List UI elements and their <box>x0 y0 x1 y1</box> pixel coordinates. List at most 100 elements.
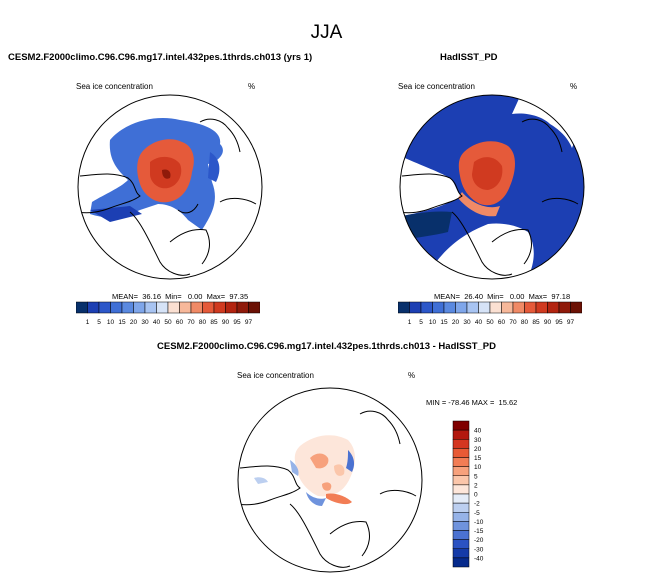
panel-3-colorbar-label: -10 <box>474 519 484 526</box>
panel-1-colorbar-swatch <box>144 301 157 314</box>
panel-2-land <box>400 95 582 279</box>
panel-3-colorbar-label: 20 <box>474 446 482 453</box>
panel-2-colorbar-swatch <box>558 301 571 314</box>
panel-1-coastline <box>78 118 257 276</box>
panel-1-colorbar-swatch <box>225 301 238 314</box>
panel-2-colorbar-label: 97 <box>567 319 575 326</box>
panel-2-units: % <box>570 82 578 91</box>
panel-2-colorbar-label: 70 <box>509 319 517 326</box>
panel-1-colorbar-label: 60 <box>176 319 184 326</box>
panel-3-colorbar-swatch <box>452 521 470 531</box>
panel-1-colorbar-label: 10 <box>107 319 115 326</box>
panel-1-title: CESM2.F2000climo.C96.C96.mg17.intel.432p… <box>8 52 313 63</box>
panel-2-colorbar-swatch <box>455 301 468 314</box>
panel-3-colorbar-swatch <box>452 448 470 458</box>
panel-3-title: CESM2.F2000climo.C96.C96.mg17.intel.432p… <box>157 341 496 352</box>
panel-1-colorbar-swatch <box>76 301 88 314</box>
panel-3-coastline <box>238 410 417 568</box>
panel-3-colorbar-swatch <box>452 466 470 476</box>
panel-3-colorbar-swatch <box>452 439 470 449</box>
panel-1-colorbar-swatch <box>213 301 226 314</box>
panel-2-colorbar-swatch <box>420 301 433 314</box>
panel-1-colorbar-swatch <box>190 301 203 314</box>
panel-2-colorbar: 1 5 10 15 20 30 40 50 60 70 80 85 90 95 97 <box>398 301 582 326</box>
panel-1-colorbar-swatch <box>202 301 215 314</box>
panel-2-colorbar-label: 30 <box>463 319 471 326</box>
panel-2-colorbar-label: 85 <box>532 319 540 326</box>
panel-1-colorbar-label: 85 <box>210 319 218 326</box>
panel-2-colorbar-label: 5 <box>419 319 423 326</box>
panel-1-colorbar-label: 40 <box>153 319 161 326</box>
figure-title: JJA <box>310 22 343 43</box>
panel-1-colorbar-swatch <box>156 301 169 314</box>
panel-3-colorbar-label: 10 <box>474 464 482 471</box>
panel-2-colorbar-label: 15 <box>440 319 448 326</box>
panel-2-colorbar-swatch <box>524 301 537 314</box>
panel-2-colorbar-swatch <box>535 301 548 314</box>
panel-3-colorbar-label: -30 <box>474 546 484 553</box>
panel-3-colorbar-swatch <box>452 539 470 549</box>
panel-2-coastline <box>400 118 579 276</box>
panel-3-colorbar-swatch <box>452 493 470 504</box>
panel-1-colorbar-swatch <box>133 301 146 314</box>
panel-3-colorbar-label: -5 <box>474 510 480 517</box>
panel-3-colorbar-swatch <box>452 557 470 568</box>
panel-3-colorbar-swatch <box>452 429 470 440</box>
panel-2-colorbar-swatch <box>443 301 456 314</box>
panel-1-colorbar-swatch <box>98 301 111 314</box>
panel-3-colorbar-label: 0 <box>474 492 478 499</box>
panel-1-colorbar-label: 70 <box>187 319 195 326</box>
panel-2-colorbar-swatch <box>512 301 525 314</box>
panel-3-colorbar-label: 40 <box>474 428 482 435</box>
panel-2-colorbar-label: 40 <box>475 319 483 326</box>
panel-1-colorbar-swatch <box>110 301 123 314</box>
panel-3-variable: Sea ice concentration <box>237 371 314 380</box>
panel-3-colorbar-label: -15 <box>474 528 484 535</box>
panel-2-colorbar-label: 20 <box>452 319 460 326</box>
panel-1-variable: Sea ice concentration <box>76 82 153 91</box>
panel-1-colorbar-label: 20 <box>130 319 138 326</box>
panel-1-colorbar-label: 90 <box>222 319 230 326</box>
panel-2-colorbar-swatch <box>489 301 502 314</box>
panel-3-colorbar-swatch <box>452 512 470 522</box>
panel-1-colorbar-label: 1 <box>86 319 90 326</box>
panel-2-colorbar-swatch <box>501 301 514 314</box>
panel-2-colorbar-swatch <box>478 301 491 314</box>
panel-2-colorbar-label: 10 <box>429 319 437 326</box>
panel-3-stats: MIN = -78.46 MAX = 15.62 <box>426 398 518 407</box>
panel-3-colorbar-label: 30 <box>474 437 482 444</box>
panel-2-colorbar-label: 95 <box>555 319 563 326</box>
panel-2-colorbar-label: 1 <box>408 319 412 326</box>
panel-2-stats: MEAN= 26.40 Min= 0.00 Max= 97.18 <box>434 292 571 301</box>
panel-1-units: % <box>248 82 256 91</box>
panel-3-colorbar-swatch <box>452 502 470 513</box>
panel-2-colorbar-swatch <box>570 301 582 314</box>
panel-2-map <box>399 94 585 280</box>
panel-3-colorbar-label: 5 <box>474 473 478 480</box>
panel-3-colorbar-swatch <box>452 420 470 431</box>
panel-1-colorbar-label: 80 <box>199 319 207 326</box>
panel-1-colorbar-swatch <box>167 301 180 314</box>
panel-3-colorbar-label: 2 <box>474 482 478 489</box>
panel-2-colorbar-swatch <box>398 301 410 314</box>
panel-2-variable: Sea ice concentration <box>398 82 475 91</box>
panel-3-colorbar-label: -20 <box>474 537 484 544</box>
panel-1-colorbar-label: 97 <box>245 319 253 326</box>
panel-2-colorbar-swatch <box>547 301 560 314</box>
panel-1-colorbar-swatch <box>121 301 134 314</box>
panel-3-colorbar-swatch <box>452 484 470 495</box>
panel-3-colorbar-swatch <box>452 548 470 559</box>
panel-3-colorbar-label: 15 <box>474 455 482 462</box>
panel-1-colorbar-swatch <box>179 301 192 314</box>
panel-2-title: HadISST_PD <box>440 52 498 63</box>
panel-2-colorbar-swatch <box>466 301 479 314</box>
panel-3-colorbar-swatch <box>452 457 470 467</box>
panel-1-colorbar-label: 50 <box>164 319 172 326</box>
panel-1-colorbar-label: 15 <box>118 319 126 326</box>
panel-1-colorbar: 1 5 10 15 20 30 40 50 60 70 80 85 90 95 97 <box>76 301 260 326</box>
panel-1-stats: MEAN= 36.16 Min= 0.00 Max= 97.35 <box>112 292 249 301</box>
panel-3-colorbar-swatch <box>452 530 470 540</box>
panel-3-map <box>237 387 423 573</box>
panel-1-colorbar-swatch <box>236 301 249 314</box>
